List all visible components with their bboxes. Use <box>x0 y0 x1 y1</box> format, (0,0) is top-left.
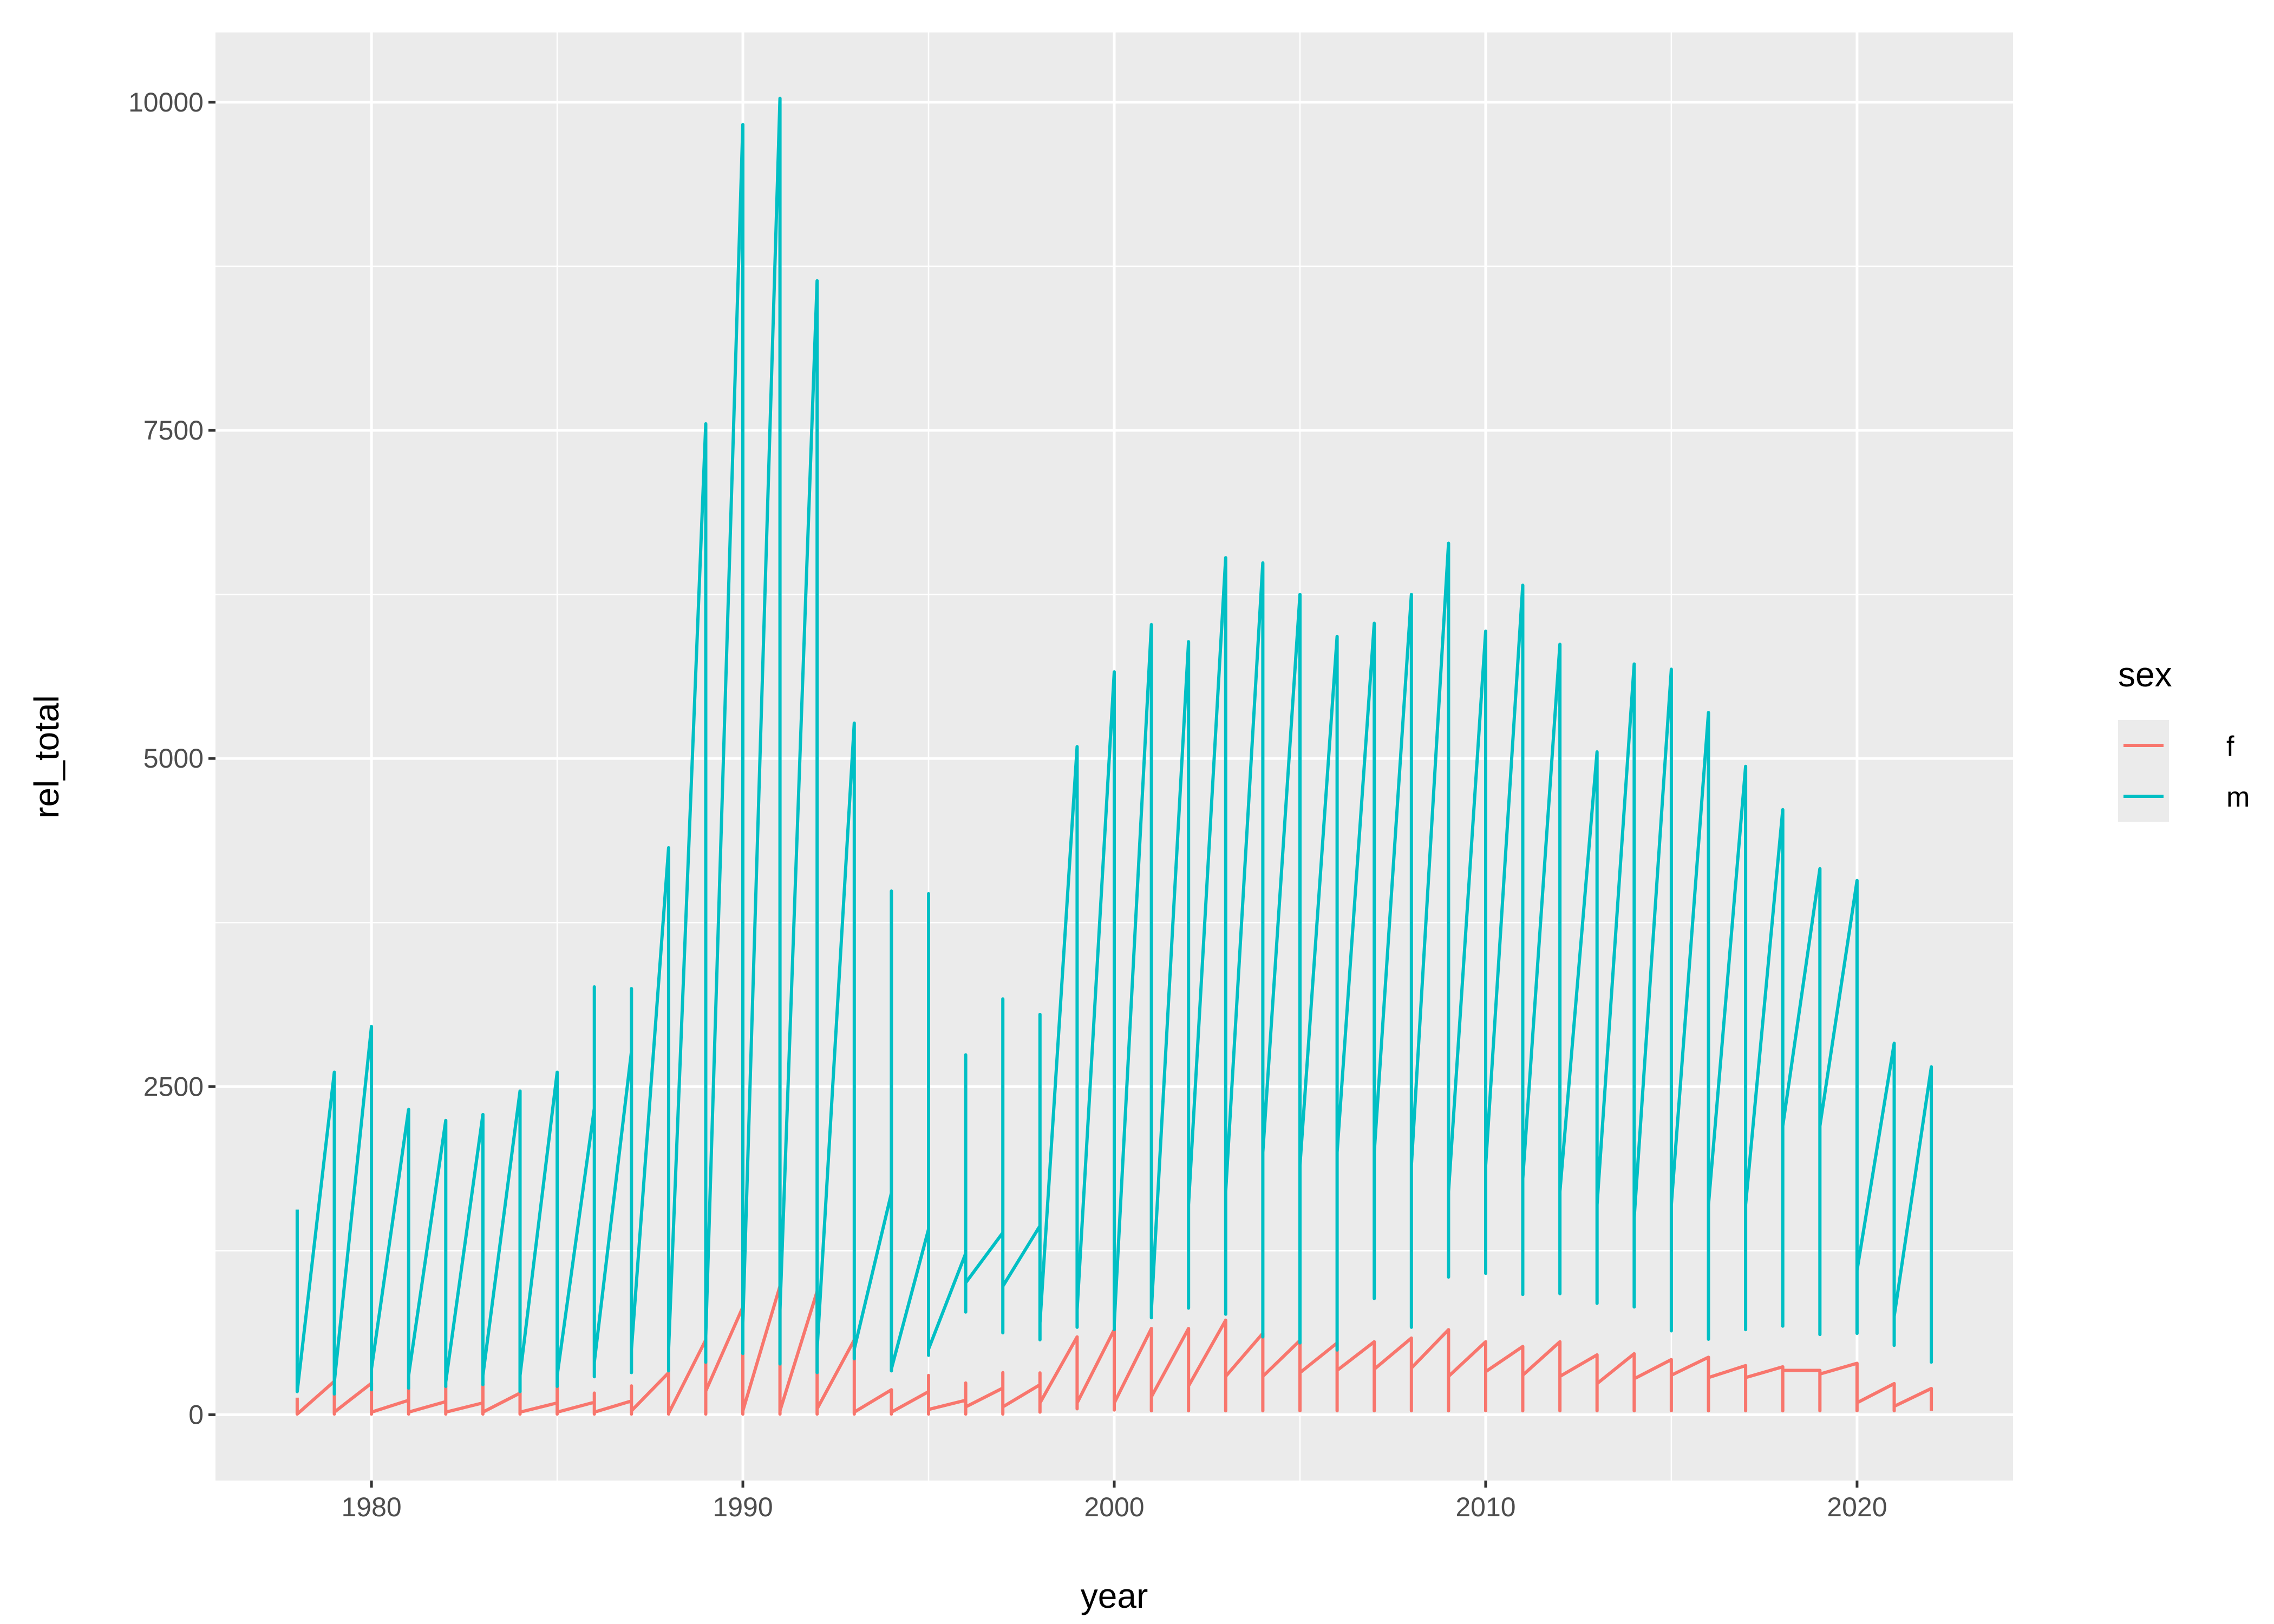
x-tick-label: 1980 <box>341 1492 401 1522</box>
y-tick-label: 2500 <box>143 1071 204 1102</box>
x-axis-ticks: 1980 1990 2000 2010 2020 <box>341 1481 1887 1522</box>
legend-title: sex <box>2118 655 2172 694</box>
series-line-f <box>295 1284 1933 1416</box>
y-axis-ticks: 0 2500 5000 7500 10000 <box>128 87 215 1430</box>
x-tick-label: 2020 <box>1827 1492 1887 1522</box>
x-tick-label: 2000 <box>1084 1492 1144 1522</box>
y-tick-label: 5000 <box>143 743 204 774</box>
series-line-m <box>295 96 1933 1396</box>
y-tick-label: 7500 <box>143 415 204 446</box>
y-axis-title: rel_total <box>27 695 66 818</box>
y-tick-label: 0 <box>188 1399 204 1430</box>
legend-label-f: f <box>2226 731 2234 762</box>
series-lines <box>295 96 1933 1416</box>
x-axis-title: year <box>1081 1576 1148 1615</box>
legend: sex f m <box>2118 655 2250 822</box>
legend-label-m: m <box>2226 782 2250 813</box>
x-tick-label: 2010 <box>1455 1492 1515 1522</box>
x-tick-label: 1990 <box>713 1492 773 1522</box>
y-tick-label: 10000 <box>128 87 204 117</box>
